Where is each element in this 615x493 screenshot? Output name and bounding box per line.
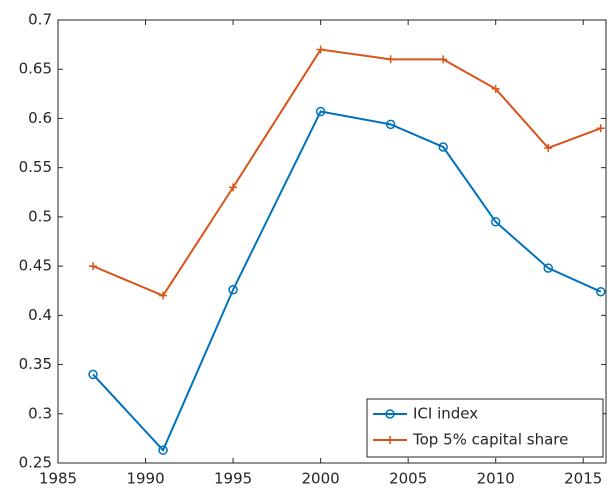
- marker: [89, 262, 98, 271]
- marker: [543, 263, 553, 273]
- marker: [229, 183, 238, 192]
- x-tick-label: 2000: [302, 470, 340, 488]
- marker: [385, 409, 395, 419]
- legend-label: ICI index: [413, 405, 478, 423]
- marker: [386, 436, 394, 444]
- x-tick-label: 1990: [126, 470, 164, 488]
- marker: [386, 55, 395, 64]
- x-tick-label: 1995: [214, 470, 252, 488]
- y-tick-label: 0.5: [28, 207, 52, 225]
- y-tick-label: 0.35: [19, 355, 52, 373]
- marker: [159, 291, 168, 300]
- x-tick-label: 2005: [389, 470, 427, 488]
- marker: [491, 84, 500, 93]
- marker: [315, 106, 326, 117]
- marker: [544, 143, 553, 152]
- marker: [88, 369, 98, 380]
- y-tick-label: 0.45: [19, 257, 52, 275]
- y-tick-label: 0.4: [28, 306, 52, 324]
- legend: ICI index Top 5% capital share: [366, 398, 604, 458]
- x-tick-label: 2010: [477, 470, 515, 488]
- plot-area: [57, 19, 607, 464]
- legend-box: [366, 398, 604, 458]
- y-tick-label: 0.55: [19, 158, 52, 176]
- x-tick-label: 1985: [39, 470, 77, 488]
- y-tick-label: 0.7: [28, 11, 52, 29]
- series-line: [92, 110, 602, 453]
- legend-label: Top 5% capital share: [412, 431, 568, 449]
- marker: [595, 286, 606, 297]
- marker: [438, 142, 448, 152]
- y-tick-label: 0.65: [19, 60, 52, 78]
- marker: [439, 55, 448, 64]
- marker: [158, 445, 168, 455]
- marker: [228, 284, 238, 295]
- marker: [316, 45, 325, 54]
- marker: [490, 217, 501, 227]
- y-tick-label: 0.3: [28, 404, 52, 422]
- y-tick-label: 0.25: [19, 454, 52, 472]
- y-tick-label: 0.6: [28, 109, 52, 127]
- marker: [385, 119, 396, 130]
- x-tick-label: 2015: [564, 470, 602, 488]
- marker: [596, 124, 605, 133]
